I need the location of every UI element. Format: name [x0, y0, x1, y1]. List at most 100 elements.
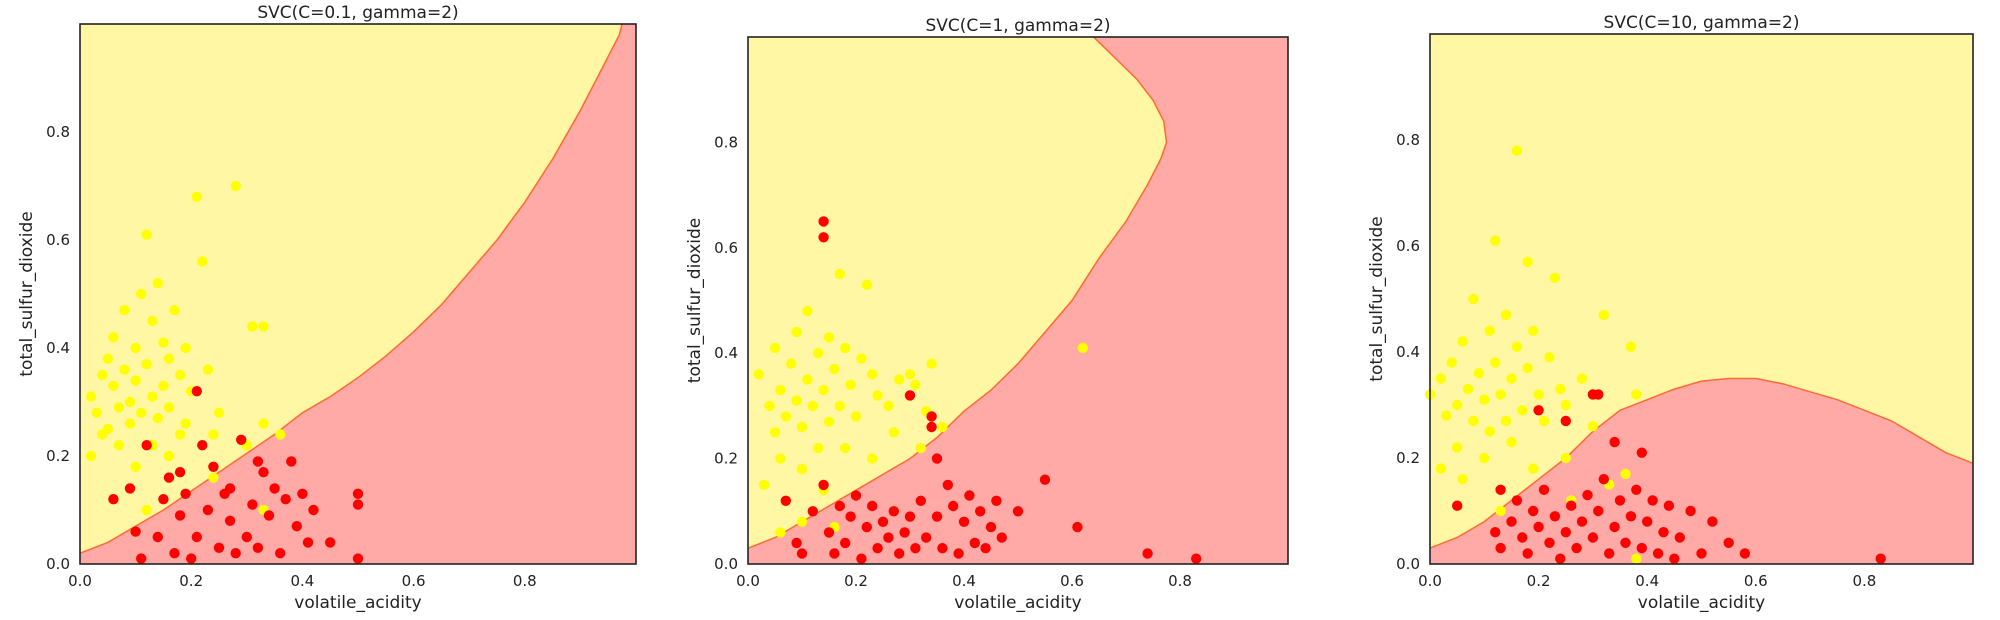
red-point [780, 495, 791, 506]
x-tick-label: 0.0 [1418, 572, 1442, 590]
red-point [850, 490, 862, 501]
red-point [241, 531, 252, 543]
yellow-point [796, 421, 808, 433]
decision-boundary [747, 36, 1168, 549]
red-point [1723, 537, 1734, 548]
red-point [1538, 484, 1550, 495]
plot-frame [79, 23, 637, 565]
red-point [1647, 495, 1658, 506]
red-point [1555, 553, 1566, 564]
yellow-point [834, 268, 845, 280]
y-axis-label: total_sulfur_dioxide [17, 211, 37, 376]
red-point [1652, 548, 1664, 559]
yellow-point [1500, 309, 1512, 321]
yellow-point [1631, 553, 1642, 564]
yellow-point [926, 358, 937, 369]
yellow-point [191, 191, 202, 202]
red-point [308, 504, 319, 516]
scatter-points [85, 180, 364, 564]
yellow-point [163, 353, 175, 364]
red-point [840, 537, 851, 549]
red-point [1495, 542, 1506, 554]
yellow-point [1468, 415, 1479, 427]
yellow-point [230, 180, 241, 192]
x-tick-label: 0.0 [736, 572, 760, 590]
yellow-point [1435, 373, 1447, 384]
red-point [942, 479, 953, 491]
red-point [969, 537, 980, 549]
red-point [136, 553, 147, 564]
red-point [1604, 548, 1615, 559]
chart-title: SVC(C=10, gamma=2) [1604, 13, 1800, 33]
red-point [867, 500, 878, 512]
yellow-point [124, 418, 136, 429]
yellow-point [124, 396, 136, 408]
yellow-point [1484, 426, 1495, 437]
yellow-point [1631, 389, 1642, 400]
chart-title: SVC(C=0.1, gamma=2) [257, 3, 458, 23]
yellow-point [163, 402, 175, 413]
x-tick-label: 0.2 [1527, 572, 1551, 590]
yellow-point [1625, 341, 1637, 352]
red-point [208, 461, 219, 472]
yellow-point [807, 400, 818, 412]
yellow-point [163, 450, 175, 462]
yellow-point [753, 369, 764, 380]
red-point [1039, 474, 1051, 485]
y-tick-label: 0.0 [46, 555, 70, 573]
red-point [302, 537, 314, 548]
red-point [1663, 500, 1675, 511]
yellow-point [1598, 309, 1610, 321]
red-point [980, 543, 991, 554]
yellow-point [91, 407, 102, 418]
red-point [130, 526, 141, 537]
yellow-point [1544, 352, 1555, 363]
yellow-point [1435, 463, 1447, 474]
red-point [297, 488, 308, 499]
yellow-point [1452, 442, 1463, 453]
yellow-point [180, 342, 191, 354]
red-point [1707, 516, 1718, 527]
yellow-point [813, 348, 824, 359]
red-point [791, 537, 802, 549]
red-point [1593, 389, 1604, 400]
red-point [872, 543, 883, 554]
yellow-point [141, 229, 152, 240]
y-tick-label: 0.4 [714, 344, 738, 362]
x-tick-label: 0.4 [952, 572, 976, 590]
y-tick-label: 0.0 [714, 555, 738, 573]
yellow-point [1511, 341, 1523, 352]
scatter-points [1424, 145, 1886, 564]
red-point [953, 548, 964, 559]
yellow-point [119, 364, 130, 375]
red-point [1560, 527, 1572, 538]
y-axis-ticks: 0.0 0.2 0.4 0.6 0.8 [714, 133, 738, 573]
yellow-point [169, 305, 180, 316]
yellow-point [775, 453, 786, 464]
yellow-point [275, 429, 286, 440]
yellow-point [845, 379, 856, 390]
red-point [1620, 537, 1631, 548]
yellow-point [1495, 505, 1506, 517]
red-point [252, 542, 264, 553]
red-point [352, 553, 364, 564]
red-point [202, 504, 214, 516]
good-region-area [748, 37, 1167, 549]
red-point [1452, 500, 1463, 511]
yellow-point [1506, 436, 1517, 448]
red-point [1593, 505, 1604, 517]
red-point [141, 440, 152, 451]
x-tick-label: 0.2 [844, 572, 868, 590]
yellow-point [769, 342, 781, 354]
yellow-point [208, 472, 219, 483]
yellow-point [759, 479, 770, 491]
yellow-point [85, 391, 97, 402]
yellow-point [1517, 405, 1528, 416]
yellow-point [1576, 373, 1588, 384]
yellow-point [840, 442, 851, 454]
red-point [975, 506, 986, 517]
yellow-point [1528, 325, 1539, 336]
yellow-point [1490, 357, 1501, 368]
red-point [108, 494, 119, 505]
red-point [1636, 447, 1648, 458]
